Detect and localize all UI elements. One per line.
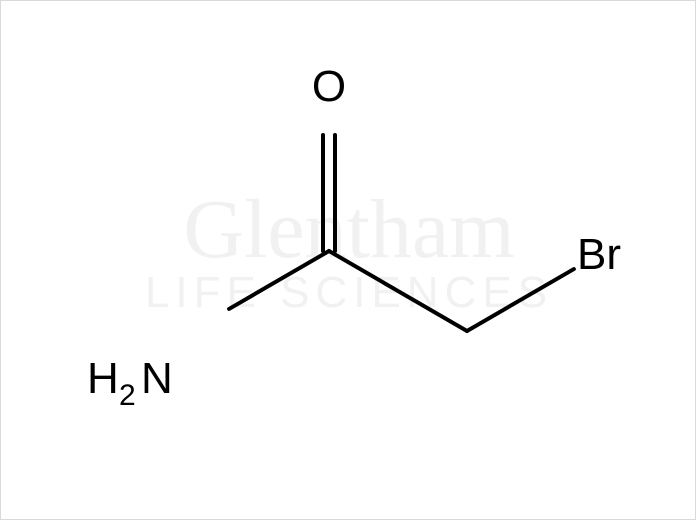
figure-frame: GlenthamLIFE SCIENCES O H2N Br xyxy=(0,0,696,520)
atom-label: H xyxy=(87,354,119,403)
watermark: GlenthamLIFE SCIENCES xyxy=(145,183,553,317)
structure-svg: GlenthamLIFE SCIENCES O H2N Br xyxy=(1,1,696,520)
atom-label: Br xyxy=(577,230,621,279)
watermark-line2: LIFE SCIENCES xyxy=(145,268,553,317)
atom-label: O xyxy=(312,62,346,111)
atom-label: N xyxy=(141,354,173,403)
atom-label-sub: 2 xyxy=(119,379,136,412)
